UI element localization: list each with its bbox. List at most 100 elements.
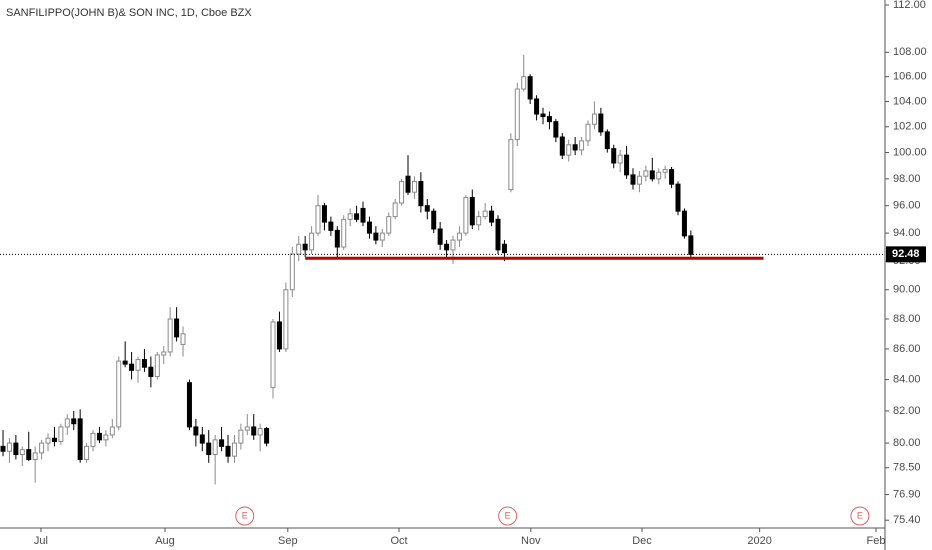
candle-body (167, 318, 173, 353)
candle-body (649, 170, 655, 180)
candle-body (463, 197, 469, 234)
candle-body (199, 434, 205, 444)
x-tick-label: Oct (390, 535, 407, 547)
candle-body (681, 210, 687, 237)
candle-body (450, 239, 456, 251)
candle-body (540, 113, 546, 118)
candle-body (251, 426, 257, 436)
candle-body (109, 426, 115, 436)
candle-body (154, 354, 160, 377)
candle-body (321, 205, 327, 223)
candle-body (437, 228, 443, 245)
candle-body (585, 123, 591, 142)
candle-body (302, 243, 308, 251)
candle-body (39, 442, 45, 454)
x-tick-label: Feb (867, 535, 886, 547)
y-tick-label: 75.40 (893, 514, 921, 526)
candle-body (129, 363, 135, 371)
candle-body (45, 437, 51, 444)
candle-body (148, 366, 154, 377)
candle-body (553, 121, 559, 138)
candle-body (636, 175, 642, 185)
candle-body (328, 221, 334, 231)
event-label: E (242, 510, 248, 520)
y-tick-label: 86.00 (893, 343, 921, 355)
candle-body (630, 174, 636, 185)
candle-body (386, 216, 392, 234)
candle-body (579, 140, 585, 151)
last-price-label: 92.48 (892, 248, 920, 260)
candle-body (675, 183, 681, 212)
candle-body (96, 432, 102, 441)
candle-body (0, 445, 6, 452)
candle-body (489, 210, 495, 223)
candle-body (135, 359, 141, 371)
candle-body (90, 432, 96, 447)
chart-title: SANFILIPPO(JOHN B)& SON INC, 1D, Cboe BZ… (6, 7, 252, 19)
candle-body (51, 437, 57, 442)
candle-body (122, 360, 128, 365)
y-tick-label: 82.00 (893, 405, 921, 417)
candle-body (514, 88, 520, 141)
candle-body (283, 289, 289, 350)
candle-body (611, 148, 617, 164)
candle-body (366, 221, 372, 234)
candle-body (418, 181, 424, 207)
y-tick-label: 98.00 (893, 173, 921, 185)
candle-body (624, 154, 630, 176)
y-tick-label: 90.00 (893, 284, 921, 296)
candle-body (6, 442, 12, 452)
event-label: E (505, 510, 511, 520)
candle-body (572, 144, 578, 151)
candle-body (354, 213, 360, 220)
y-tick-label: 80.00 (893, 437, 921, 449)
y-tick-label: 112.00 (893, 0, 926, 11)
candle-body (58, 426, 64, 442)
candle-body (186, 382, 192, 428)
candle-body (392, 202, 398, 218)
candle-body (161, 351, 167, 356)
candle-body (32, 452, 38, 460)
candle-body (244, 426, 250, 431)
last-price-box (886, 246, 926, 263)
candle-body (508, 139, 514, 191)
candle-body (405, 175, 411, 193)
candle-body (193, 426, 199, 436)
candle-body (424, 205, 430, 212)
candle-body (469, 197, 475, 226)
candle-body (141, 359, 147, 368)
x-tick-label: 2020 (747, 535, 771, 547)
candle-body (669, 169, 675, 185)
candle-body (347, 213, 353, 220)
candle-body (444, 243, 450, 251)
candle-body (238, 429, 244, 444)
event-marker (498, 506, 518, 526)
candle-body (13, 442, 19, 456)
candle-body (71, 418, 77, 425)
candle-body (270, 321, 276, 388)
candle-body (26, 449, 32, 460)
y-tick-label: 94.00 (893, 227, 921, 239)
x-tick-label: Dec (632, 535, 652, 547)
candle-body (180, 333, 186, 345)
candle-body (566, 144, 572, 156)
candle-body (431, 210, 437, 230)
candle-body (662, 169, 668, 173)
candle-body (276, 321, 282, 350)
candle-body (688, 235, 694, 255)
candle-body (341, 218, 347, 248)
candle-body (257, 428, 263, 436)
y-tick-label: 102.00 (893, 121, 927, 133)
candle-body (604, 131, 610, 150)
candle-body (399, 181, 405, 204)
candle-body (373, 232, 379, 241)
candle-body (495, 218, 501, 251)
candle-body (315, 205, 321, 234)
y-tick-label: 96.00 (893, 200, 921, 212)
candle-body (617, 154, 623, 164)
candle-body (546, 116, 552, 123)
y-tick-label: 106.00 (893, 71, 927, 83)
candle-body (656, 171, 662, 180)
candle-body (231, 442, 237, 457)
candle-body (212, 439, 218, 456)
